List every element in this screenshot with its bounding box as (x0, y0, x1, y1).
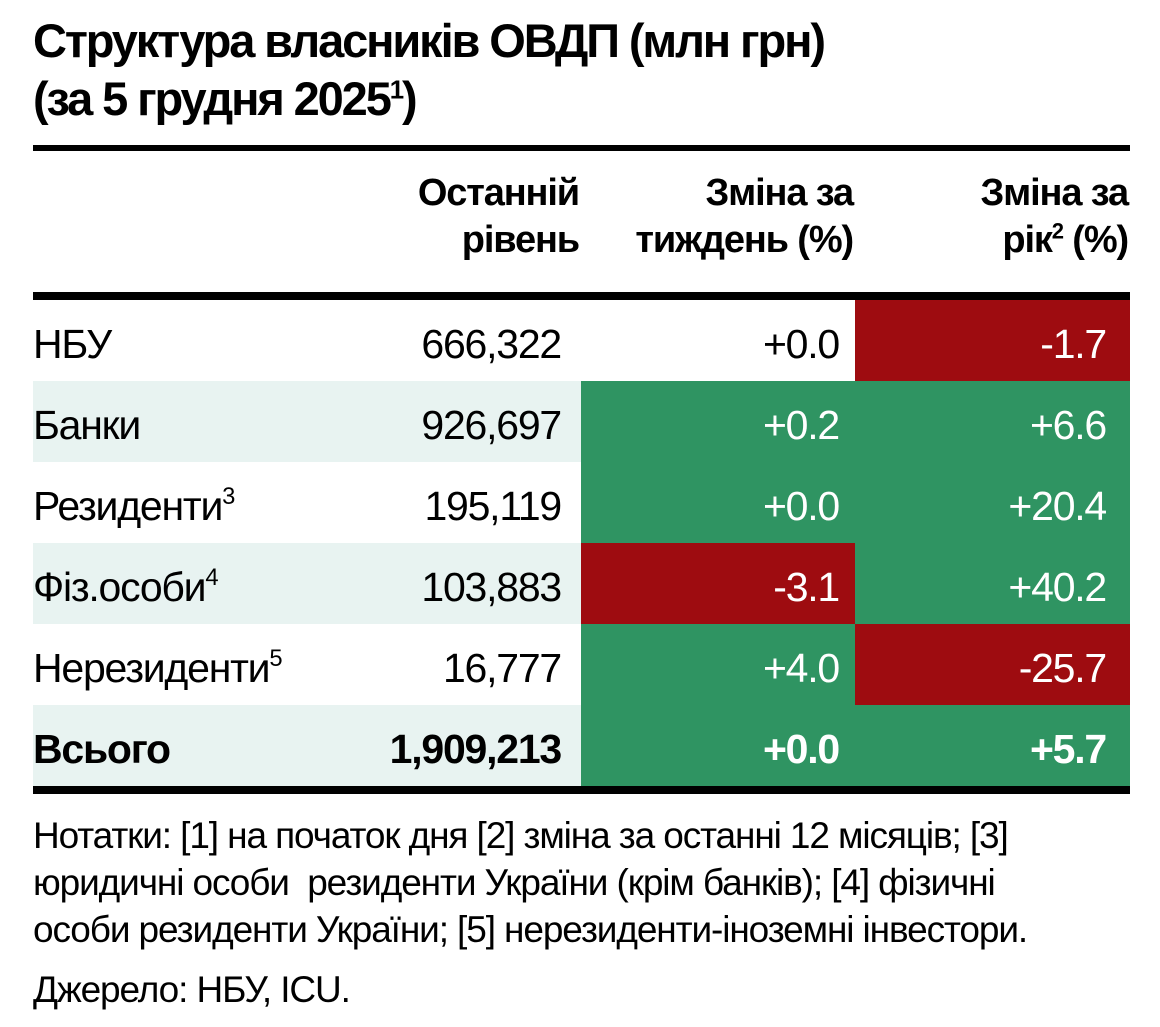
row-week-change-value: -3.1 (581, 543, 855, 624)
page-title: Структура власників ОВДП (млн грн) (за 5… (33, 12, 1130, 128)
bottom-divider (33, 786, 1130, 794)
row-label: Банки (33, 381, 323, 462)
row-year-change-value: +20.4 (855, 462, 1130, 543)
table-row: НБУ 666,322 +0.0 -1.7 (33, 300, 1130, 381)
row-label: Всього (33, 705, 323, 786)
row-week-change-value: +0.0 (581, 462, 855, 543)
row-label: Фіз.особи 4 (33, 543, 323, 624)
row-level-value: 666,322 (421, 321, 562, 367)
row-year-change-value: -25.7 (855, 624, 1130, 705)
header-footnote-marker: 2 (1051, 218, 1064, 244)
row-year-change-value: +40.2 (855, 543, 1130, 624)
row-week-change-value: +0.2 (581, 381, 855, 462)
footnotes: Нотатки: [1] на початок дня [2] зміна за… (33, 815, 1028, 950)
row-label: НБУ (33, 321, 112, 367)
title-line2: (за 5 грудня 20251) (33, 72, 418, 125)
table-row: Нерезиденти 5 16,777 +4.0 -25.7 (33, 624, 1130, 705)
row-year-change-value: +5.7 (855, 705, 1130, 786)
table-row: Резиденти 3 195,119 +0.0 +20.4 (33, 462, 1130, 543)
row-level-value: 926,697 (323, 381, 581, 462)
column-header-year-change: Зміна за рік2 (%) (980, 172, 1129, 261)
row-year-change-value: +6.6 (855, 381, 1130, 462)
source-line: Джерело: НБУ, ICU. (33, 969, 351, 1010)
title-divider (33, 145, 1130, 151)
row-week-change-value: +0.0 (762, 321, 840, 367)
title-line1: Структура власників ОВДП (млн грн) (33, 14, 826, 67)
title-footnote-marker: 1 (389, 76, 404, 105)
table-header: Останній рівень Зміна за тиждень (%) Змі… (33, 170, 1130, 264)
table-row: Банки 926,697 +0.2 +6.6 (33, 381, 1130, 462)
row-week-change-value: +4.0 (581, 624, 855, 705)
table-row: Фіз.особи 4 103,883 -3.1 +40.2 (33, 543, 1130, 624)
row-level-value: 1,909,213 (323, 705, 581, 786)
column-header-week-change: Зміна за тиждень (%) (635, 172, 854, 261)
row-level-value: 195,119 (424, 483, 562, 529)
row-year-change-value: -1.7 (855, 300, 1130, 381)
column-header-level: Останній рівень (417, 172, 580, 261)
table-row: Всього 1,909,213 +0.0 +5.7 (33, 705, 1130, 786)
row-week-change-value: +0.0 (581, 705, 855, 786)
row-label: Нерезиденти 5 (33, 644, 283, 691)
row-level-value: 16,777 (442, 645, 562, 691)
row-level-value: 103,883 (323, 543, 581, 624)
header-divider (33, 292, 1130, 300)
row-label: Резиденти 3 (33, 482, 235, 529)
table-body: НБУ 666,322 +0.0 -1.7 Банки 926,697 +0.2 +6.6 Ре… (33, 300, 1130, 786)
